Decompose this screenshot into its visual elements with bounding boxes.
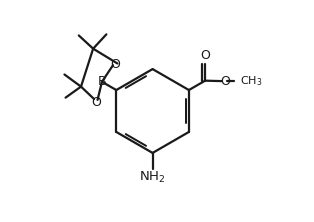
Text: O: O — [201, 49, 210, 62]
Text: O: O — [111, 58, 121, 71]
Text: O: O — [220, 75, 230, 88]
Text: O: O — [91, 96, 101, 109]
Text: NH$_2$: NH$_2$ — [139, 170, 166, 185]
Text: CH$_3$: CH$_3$ — [240, 74, 262, 88]
Text: B: B — [98, 75, 106, 88]
